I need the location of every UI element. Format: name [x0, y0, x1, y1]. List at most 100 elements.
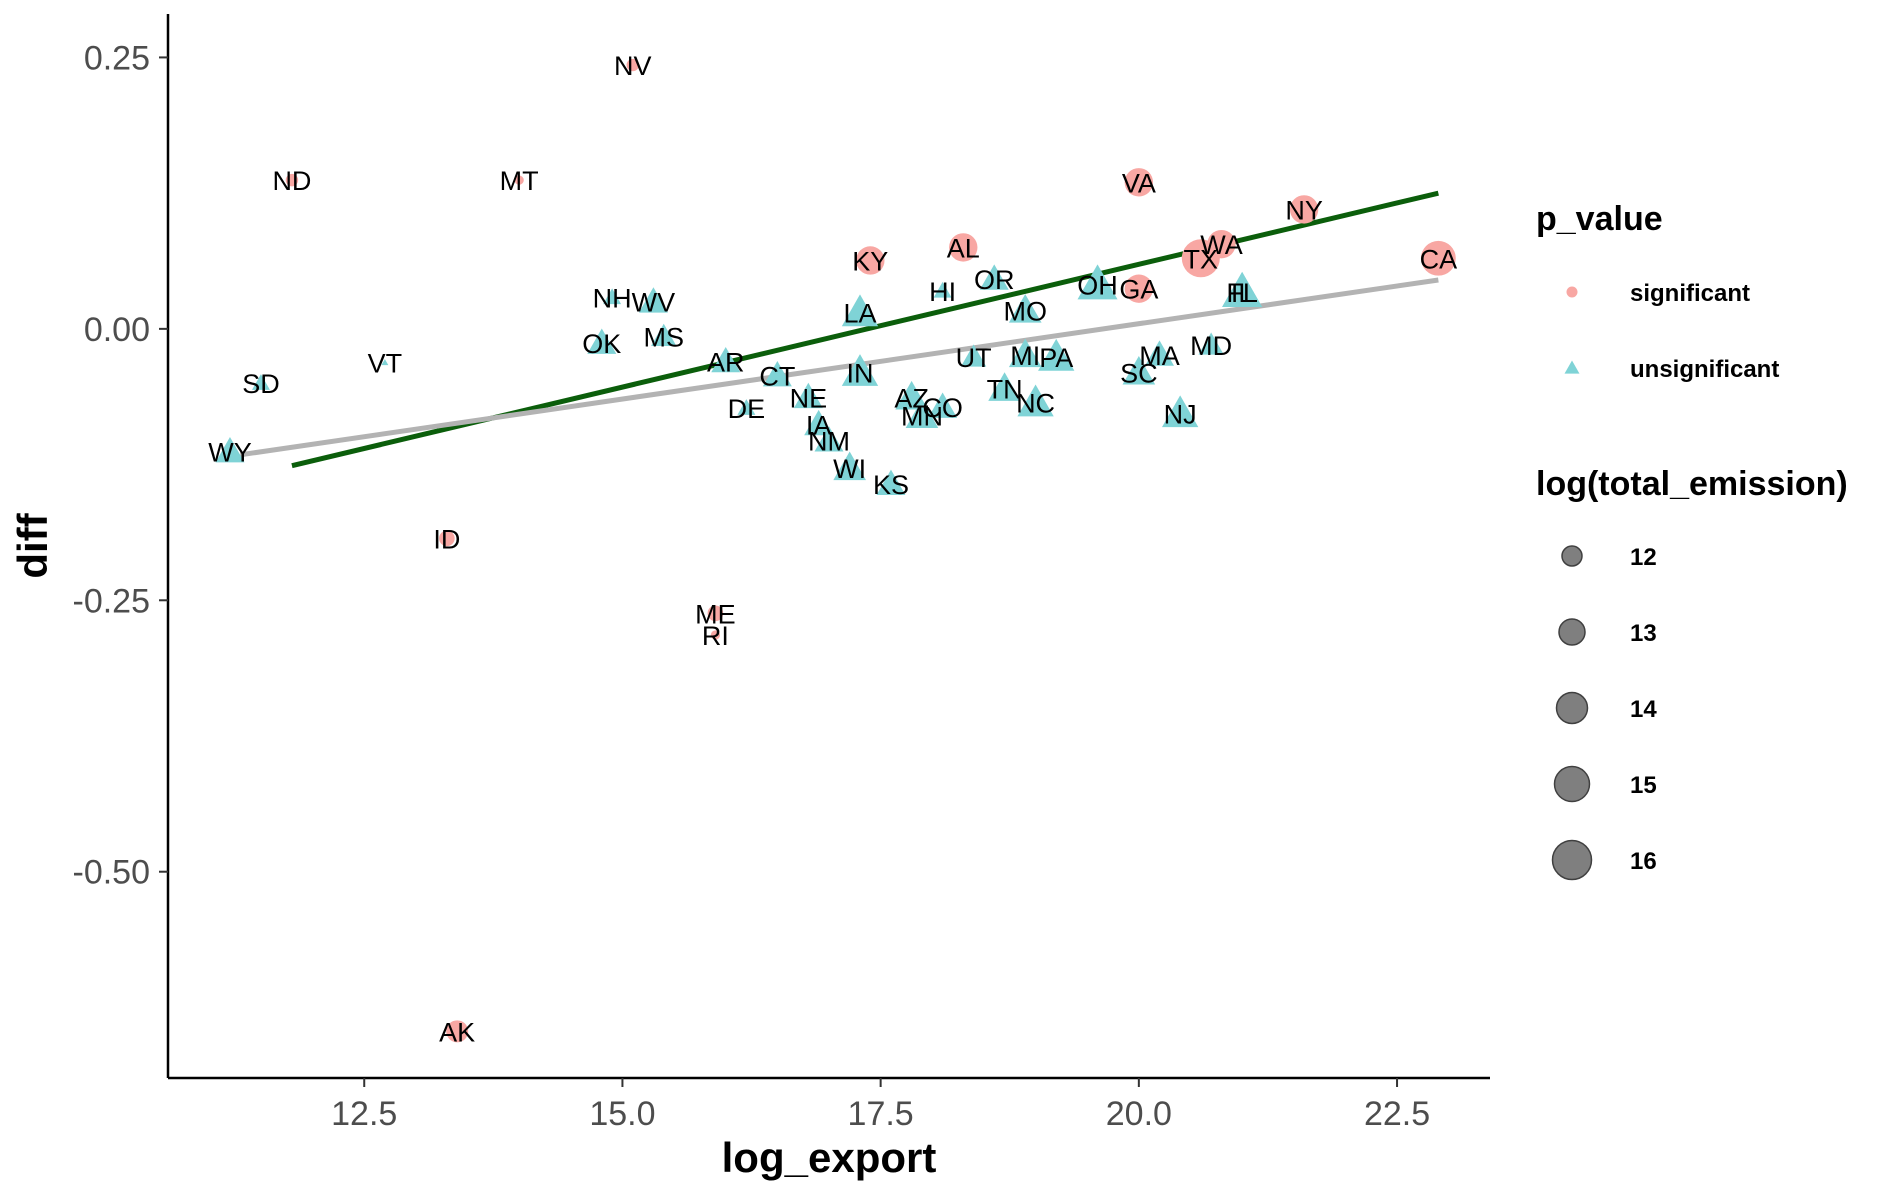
point-label-wi: WI [833, 454, 866, 484]
point-label-mt: MT [500, 166, 539, 196]
point-tx [1181, 239, 1220, 278]
point-id [439, 530, 455, 547]
point-in [841, 354, 879, 386]
point-label-co: CO [922, 393, 963, 423]
point-label-de: DE [728, 394, 766, 424]
point-hi [933, 281, 952, 298]
point-label-ms: MS [644, 322, 685, 352]
y-tick-label: -0.25 [73, 582, 151, 620]
x-tick-label: 22.5 [1364, 1095, 1430, 1133]
point-label-mi: MI [1010, 341, 1040, 371]
point-nc [1017, 384, 1054, 417]
legend-color-title: p_value [1536, 200, 1663, 238]
point-vt [381, 359, 389, 366]
x-tick-label: 17.5 [848, 1095, 914, 1133]
legend-size-label: 12 [1630, 544, 1657, 571]
point-label-in: IN [846, 358, 873, 388]
point-label-ga: GA [1119, 275, 1158, 305]
point-ri [710, 630, 720, 640]
legend-size-label: 13 [1630, 620, 1657, 647]
legend: p_value significant unsignificant log(tot… [1536, 200, 1848, 881]
legend-size-key [1553, 765, 1591, 803]
point-mi [1008, 338, 1042, 368]
point-ky [856, 246, 885, 275]
y-axis-title: diff [9, 512, 56, 578]
point-label-ca: CA [1420, 244, 1458, 274]
point-nv [626, 58, 639, 72]
point-mt [514, 175, 524, 185]
point-wi [833, 451, 866, 481]
y-tick-label: -0.50 [73, 854, 151, 892]
point-label-ok: OK [582, 329, 621, 359]
point-nj [1161, 395, 1199, 428]
point-label-ia: IA [806, 410, 832, 440]
legend-size-label: 15 [1630, 772, 1657, 799]
point-label-mo: MO [1003, 296, 1047, 326]
legend-key-significant [1566, 286, 1578, 298]
point-sc [1122, 355, 1156, 385]
point-ok [587, 328, 617, 354]
point-label-ks: KS [873, 470, 909, 500]
point-label-nc: NC [1016, 389, 1055, 419]
legend-label-unsignificant: unsignificant [1630, 356, 1779, 383]
point-label-ar: AR [707, 347, 745, 377]
legend-size-items: 12 13 14 15 16 [1551, 544, 1657, 881]
point-label-md: MD [1190, 331, 1232, 361]
point-label-nj: NJ [1164, 400, 1197, 430]
point-ca [1420, 240, 1456, 276]
legend-label-significant: significant [1630, 280, 1750, 307]
point-label-ri: RI [702, 621, 729, 651]
fit-line-1 [291, 190, 1439, 469]
point-label-il: IL [1231, 278, 1254, 308]
point-oh [1077, 264, 1118, 300]
point-la [841, 294, 879, 327]
point-label-sd: SD [242, 369, 280, 399]
point-or [979, 264, 1009, 290]
point-label-ut: UT [956, 343, 992, 373]
point-mo [1008, 294, 1042, 323]
point-label-me: ME [695, 599, 736, 629]
legend-key-unsignificant [1564, 360, 1580, 374]
point-label-pa: PA [1039, 343, 1073, 373]
point-label-tn: TN [987, 375, 1023, 405]
point-ne [793, 382, 823, 409]
point-label-nh: NH [593, 283, 632, 313]
point-va [1124, 168, 1154, 197]
fit-lines [239, 190, 1439, 469]
point-label-ak: AK [439, 1017, 475, 1047]
point-label-or: OR [974, 265, 1015, 295]
legend-size-label: 14 [1630, 696, 1657, 723]
point-md [1198, 332, 1224, 355]
point-label-wv: WV [632, 288, 676, 318]
legend-color-items: significant unsignificant [1564, 280, 1779, 383]
y-axis-ticks: 0.25 0.00 -0.25 -0.50 [73, 39, 168, 892]
point-az [895, 380, 928, 410]
point-label-la: LA [843, 299, 876, 329]
point-label-az: AZ [894, 383, 929, 413]
legend-size-key [1555, 691, 1589, 725]
point-tn [988, 372, 1021, 401]
point-label-al: AL [947, 233, 980, 263]
x-tick-label: 15.0 [589, 1095, 655, 1133]
point-sd [251, 374, 270, 390]
y-tick-label: 0.00 [84, 311, 150, 349]
point-label-va: VA [1122, 168, 1156, 198]
point-label-ky: KY [852, 246, 888, 276]
fit-line-2 [239, 277, 1439, 458]
legend-size-key [1558, 618, 1586, 646]
point-de [737, 399, 756, 415]
point-ma [1145, 340, 1174, 366]
point-nd [285, 173, 299, 187]
point-wy [215, 437, 245, 463]
y-tick-label: 0.25 [84, 39, 150, 77]
point-label-id: ID [433, 524, 460, 554]
point-ms [651, 323, 677, 346]
data-points [215, 58, 1456, 1043]
x-tick-label: 12.5 [331, 1095, 397, 1133]
point-label-fl: FL [1226, 278, 1258, 308]
point-label-wy: WY [208, 438, 252, 468]
point-al [949, 233, 978, 262]
point-label-sc: SC [1120, 358, 1158, 388]
